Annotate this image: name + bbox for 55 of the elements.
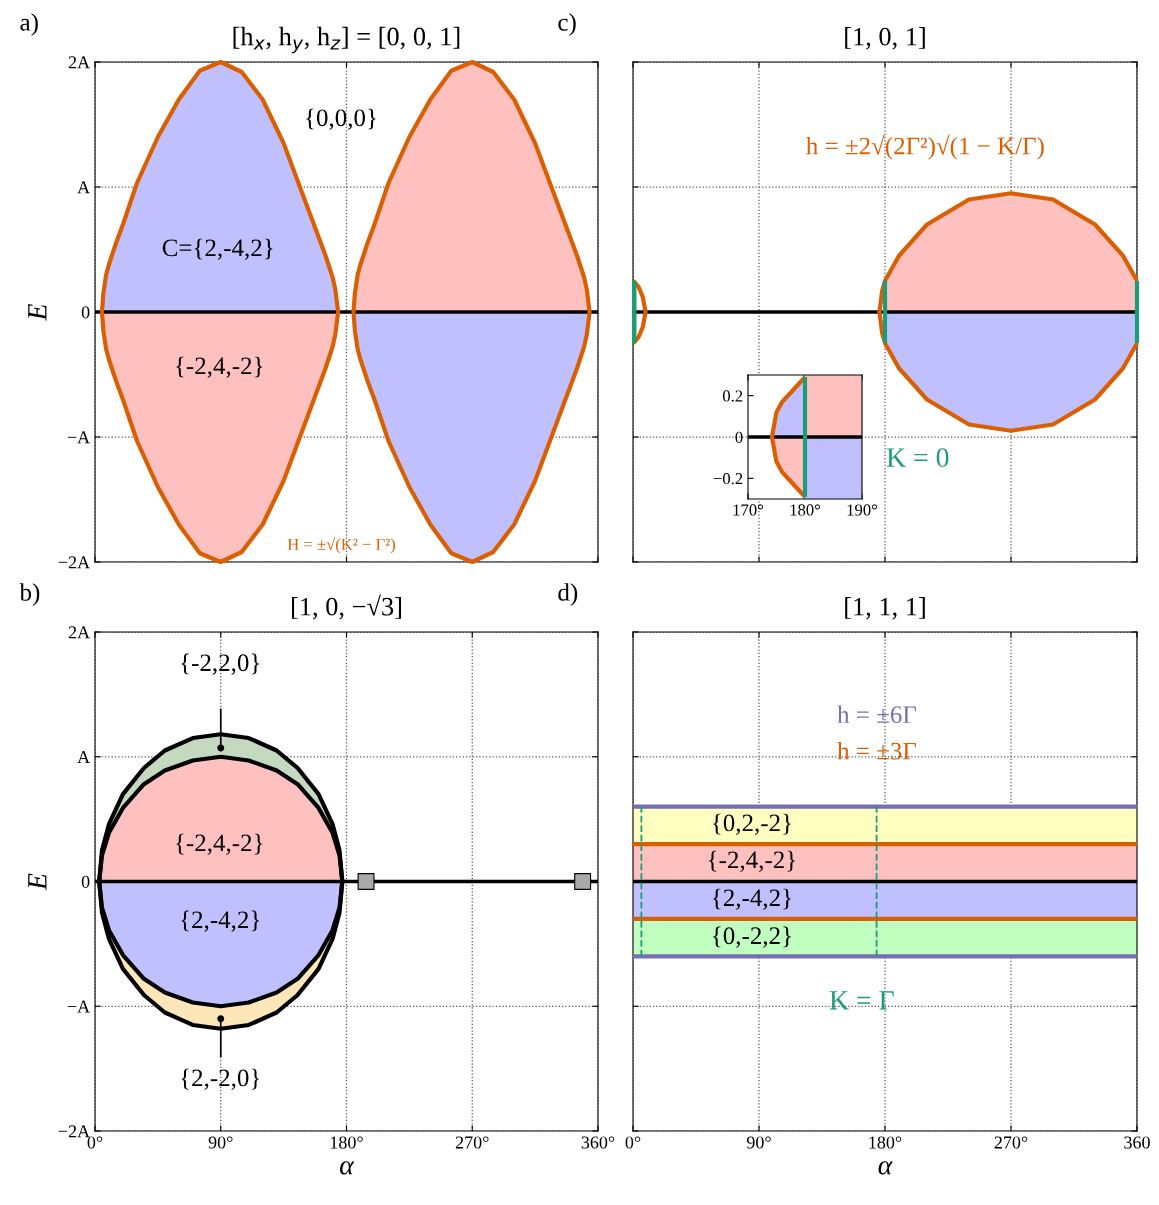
y-axis-title: E	[28, 303, 47, 321]
x-tick-label: 360°	[581, 1136, 615, 1149]
y-tick-label: A	[77, 751, 91, 764]
text: a)	[20, 13, 38, 36]
text: h = ±3Γ	[837, 741, 917, 760]
text: K = 0	[886, 448, 949, 467]
y-tick-label: 0.2	[722, 390, 743, 402]
x-tick-label: 170°	[733, 504, 764, 516]
x-tick-label: 190°	[847, 504, 878, 516]
y-tick-label: A	[77, 181, 91, 194]
annotation: {2,-4,2}	[181, 910, 260, 932]
chart-title: [1, 1, 1]	[845, 597, 925, 620]
annotation: {2,-4,2}	[713, 888, 791, 910]
chart-title: [1, 0, −√3]	[292, 594, 401, 620]
y-tick-label: 0	[81, 875, 90, 888]
text: c)	[558, 13, 576, 36]
annotation: {-2,4,-2}	[708, 850, 795, 872]
x-tick-label: 360	[1124, 1136, 1150, 1149]
chart-title: [1, 0, 1]	[845, 27, 925, 50]
text: d)	[558, 583, 578, 606]
x-tick-label: 270°	[994, 1136, 1028, 1149]
annotation: {0,2,-2}	[713, 813, 791, 835]
annotation: {0,-2,2}	[713, 926, 791, 948]
annotation: {-2,2,0}	[181, 653, 260, 675]
annotation: {-2,4,-2}	[176, 356, 263, 378]
x-tick-label: 90°	[208, 1136, 233, 1149]
text: h = ±6Γ	[837, 705, 917, 724]
x-tick-label: 180°	[869, 1136, 902, 1149]
x-tick-label: 180°	[790, 504, 821, 516]
x-tick-label: 270°	[455, 1136, 489, 1149]
annotation: {0,0,0}	[306, 108, 376, 130]
y-tick-label: −2A	[58, 1125, 91, 1138]
y-tick-label: 0	[735, 431, 743, 443]
x-tick-label: 90°	[746, 1136, 771, 1149]
x-tick-label: 180°	[330, 1136, 363, 1149]
annotation: {-2,4,-2}	[176, 833, 263, 855]
chart-title: [h$_{x}$, h$_{y}$, h$_{z}$] = [0, 0, 1]	[233, 26, 460, 54]
series-label: H = ±√(K² − Γ²)	[287, 536, 396, 554]
annotation: C={2,-4,2}	[162, 238, 273, 260]
y-tick-label: −0.2	[713, 473, 743, 485]
y-tick-label: 0	[81, 306, 90, 319]
y-tick-label: 2A	[68, 56, 91, 69]
x-axis-title: α	[878, 1161, 893, 1175]
series-label: h = ±2√(2Γ²)√(1 − K/Γ)	[806, 134, 1044, 160]
annotation: {2,-2,0}	[181, 1068, 260, 1090]
text: b)	[19, 583, 40, 606]
y-axis-title: E	[28, 873, 47, 891]
y-tick-label: −A	[67, 1000, 91, 1013]
y-tick-label: −2A	[58, 556, 91, 569]
y-tick-label: 2A	[68, 626, 91, 639]
x-axis-title: α	[340, 1161, 355, 1175]
x-tick-label: 0°	[87, 1136, 103, 1149]
x-tick-label: 0°	[625, 1136, 641, 1149]
text: K = Γ	[829, 991, 894, 1010]
y-tick-label: −A	[67, 431, 91, 444]
